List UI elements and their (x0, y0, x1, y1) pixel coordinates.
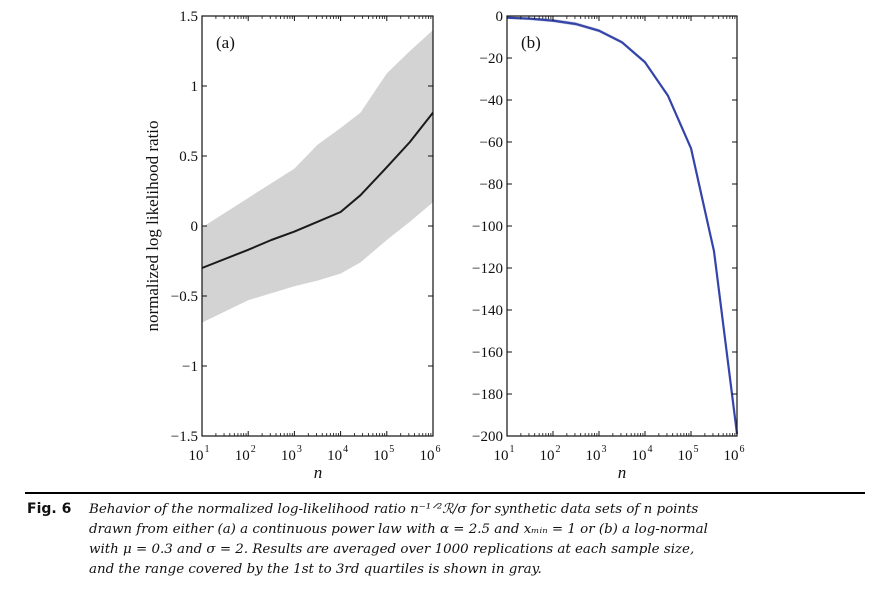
panel-b-series-group (506, 16, 739, 435)
panel-b-x-tick-label: 103 (586, 444, 607, 464)
panel-b-x-tick-exponent: 2 (556, 444, 561, 455)
panel-b-minor-ticks (520, 16, 736, 436)
panel-a-y-tick-label: −1.5 (171, 429, 198, 445)
panel-b-ticks: 101 102 103 104 105 106 0 −20 −40 −60 −80 −100 −120 −… (472, 9, 744, 464)
panel-b-y-tick-label: −140 (472, 303, 503, 319)
caption-line: and the range covered by the 1st to 3rd … (89, 562, 542, 577)
panel-a-y-tick-label: 1 (191, 79, 199, 95)
panel-b-y-tick-label: −160 (472, 345, 503, 361)
panel-a-y-tick-label: −0.5 (171, 289, 198, 305)
panel-a-series-group (201, 111, 434, 269)
panel-a-x-tick-label: 105 (373, 444, 394, 464)
panel-b-quartile-band-group (507, 16, 737, 436)
panel-b-x-tick-label: 102 (540, 444, 561, 464)
panel-b-y-tick-label: −80 (480, 177, 503, 193)
panel-a-y-axis-title: normalized log likelihood ratio (143, 120, 162, 331)
panel-a-x-tick-exponent: 4 (343, 444, 348, 455)
panel-a-y-tick-label: 0 (191, 219, 199, 235)
panel-a-ticks: 101 102 103 104 105 106 1.5 1 0.5 0 −0.5 −1 −1.5 (171, 9, 441, 464)
panel-a-x-tick-label: 101 (189, 444, 210, 464)
panel-b-x-axis-title: n (618, 463, 627, 482)
panel-a-x-tick-exponent: 5 (389, 444, 394, 455)
panel-a-x-tick-label: 106 (420, 444, 441, 464)
panel-b-x-tick-label: 106 (724, 444, 745, 464)
panel-b-axes-frame (506, 15, 738, 437)
panel-a-x-tick-label: 103 (281, 444, 302, 464)
panel-a-x-tick-label: 102 (235, 444, 256, 464)
panel-a-mean-line (201, 111, 434, 269)
caption-text: Behavior of the normalized log-likelihoo… (89, 500, 865, 580)
panel-b-y-tick-label: −40 (480, 93, 503, 109)
panel-a-x-tick-label: 104 (327, 444, 348, 464)
panel-a-y-tick-label: 0.5 (179, 149, 198, 165)
caption-rule (25, 492, 865, 494)
panel-a-x-tick-exponent: 1 (205, 444, 210, 455)
panel-b-x-tick-exponent: 6 (740, 444, 745, 455)
panel-a-x-axis-title: n (314, 463, 323, 482)
panel-a-x-tick-exponent: 3 (297, 444, 302, 455)
panel-a-quartile-band-group (202, 30, 433, 323)
panel-b-x-tick-exponent: 4 (648, 444, 653, 455)
panel-a-label: (a) (216, 33, 235, 52)
panel-b-y-tick-label: −100 (472, 219, 503, 235)
panel-a-x-tick-exponent: 6 (436, 444, 441, 455)
panel-a-y-tick-label: −1 (182, 359, 198, 375)
panel-b-mean-line (506, 16, 739, 435)
panel-a: 101 102 103 104 105 106 1.5 1 0.5 0 −0.5 −1 −1.5 (a)… (143, 9, 441, 482)
panel-b-label: (b) (521, 33, 541, 52)
caption-line: Behavior of the normalized log-likelihoo… (89, 502, 699, 517)
figure-number: Fig. 6 (27, 501, 72, 517)
panel-b-y-tick-label: −120 (472, 261, 503, 277)
panel-b-x-tick-exponent: 5 (694, 444, 699, 455)
panel-b-y-tick-label: 0 (496, 9, 504, 25)
panel-a-y-tick-label: 1.5 (179, 9, 198, 25)
panel-b-y-tick-label: −200 (472, 429, 503, 445)
panel-b-y-tick-label: −180 (472, 387, 503, 403)
panel-b-x-tick-exponent: 1 (510, 444, 515, 455)
caption-line: drawn from either (a) a continuous power… (89, 522, 708, 537)
caption-line: with μ = 0.3 and σ = 2. Results are aver… (89, 542, 695, 557)
panel-a-quartile-band (202, 30, 433, 323)
panel-b-x-tick-label: 105 (678, 444, 699, 464)
panel-b-x-tick-label: 104 (632, 444, 653, 464)
panel-a-x-tick-exponent: 2 (251, 444, 256, 455)
panel-b-quartile-band (507, 16, 737, 436)
panel-b-y-tick-label: −20 (480, 51, 503, 67)
panel-b: 101 102 103 104 105 106 0 −20 −40 −60 −80 −100 −120 −… (472, 9, 744, 482)
panel-b-x-tick-exponent: 3 (602, 444, 607, 455)
panel-a-axes-frame (201, 15, 434, 437)
panel-b-y-tick-label: −60 (480, 135, 503, 151)
panel-b-x-tick-label: 101 (494, 444, 515, 464)
